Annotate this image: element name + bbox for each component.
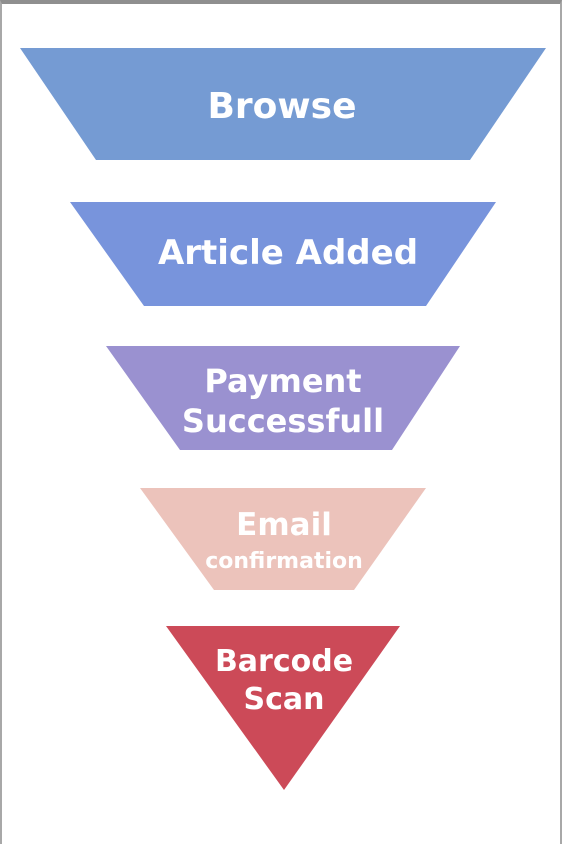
funnel-stage-browse: Browse (20, 48, 546, 160)
funnel-stage-browse-shape (20, 48, 546, 160)
funnel-stage-email-confirmation-label-line2: confirmation (205, 549, 363, 574)
funnel-stage-barcode-scan: Barcode Scan (166, 626, 400, 790)
funnel-stage-article-added: Article Added (70, 202, 496, 306)
funnel-stage-payment-successful-label-line2: Successfull (182, 402, 384, 440)
funnel-stage-barcode-scan-label-line1: Barcode (215, 644, 353, 679)
funnel-stage-payment-successful-label-line1: Payment (204, 362, 361, 400)
funnel-stage-barcode-scan-label-line2: Scan (244, 682, 325, 717)
funnel-stage-payment-successful-shape (106, 346, 460, 450)
funnel-diagram: Browse Article Added Payment Successfull… (20, 48, 546, 790)
funnel-stage-payment-successful: Payment Successfull (106, 346, 460, 450)
funnel-stage-email-confirmation: Email confirmation (140, 488, 426, 590)
funnel-stage-email-confirmation-shape (140, 488, 426, 590)
funnel-stage-article-added-shape (70, 202, 496, 306)
funnel-stage-browse-label: Browse (207, 86, 356, 127)
funnel-stage-email-confirmation-label-line1: Email (236, 507, 332, 543)
funnel-stage-article-added-label: Article Added (158, 233, 418, 273)
funnel-stage-barcode-scan-shape (166, 626, 400, 790)
